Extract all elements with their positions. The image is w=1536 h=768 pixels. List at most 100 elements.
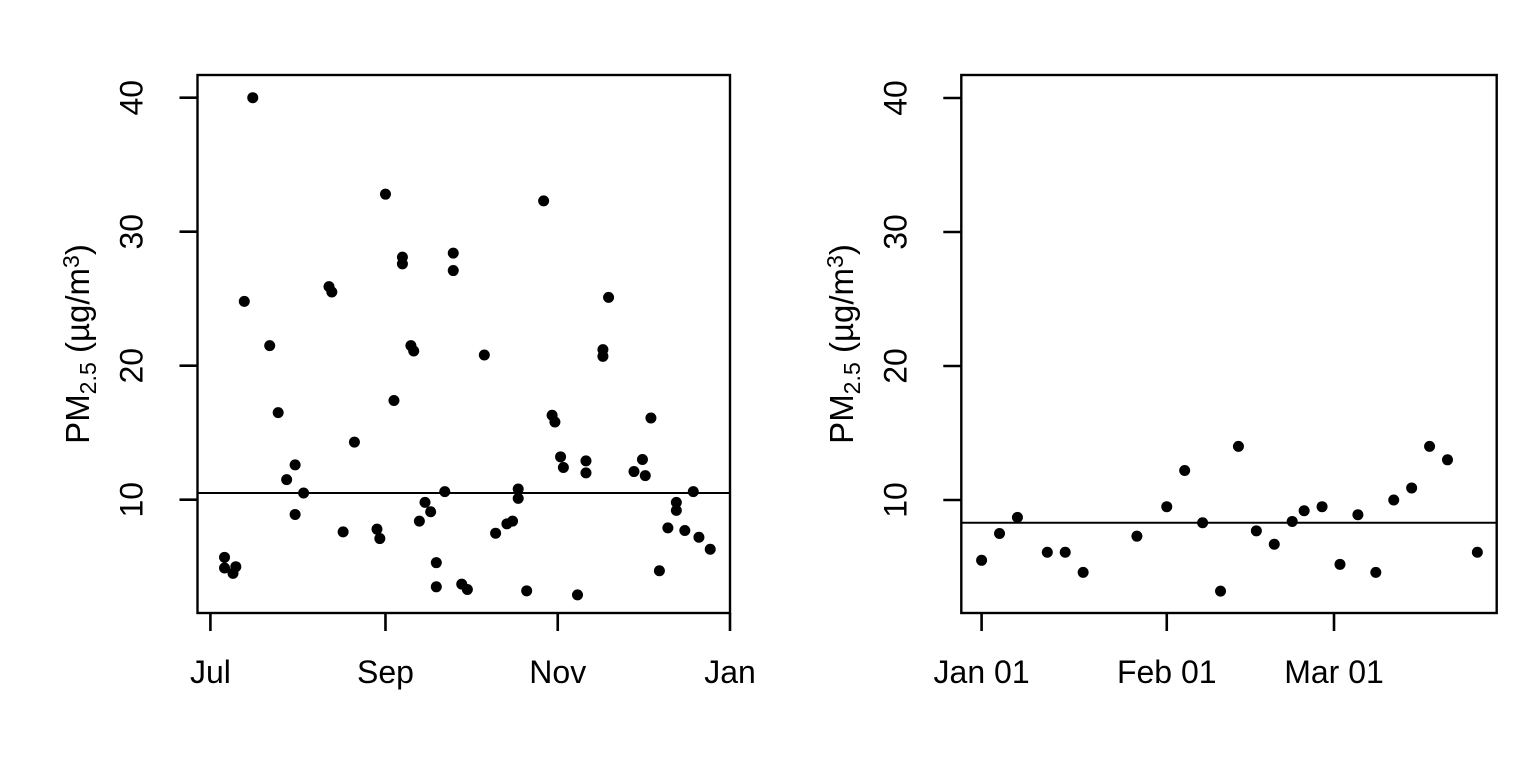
data-point <box>704 543 716 555</box>
data-point <box>289 508 301 520</box>
data-point <box>538 195 550 207</box>
data-point <box>555 451 567 463</box>
x-tick-label: Mar 01 <box>1284 654 1384 690</box>
data-point <box>490 527 502 539</box>
data-point <box>639 470 651 482</box>
data-point <box>994 528 1006 539</box>
left-plot-box <box>196 73 732 615</box>
data-point <box>413 515 425 527</box>
y-tick-label: 40 <box>877 80 913 116</box>
y-tick-label: 10 <box>114 482 150 518</box>
data-point <box>408 345 420 357</box>
data-point <box>512 492 524 504</box>
data-point <box>1298 505 1310 517</box>
data-point <box>597 350 609 362</box>
data-point <box>439 486 451 498</box>
data-point <box>1215 585 1227 597</box>
data-point <box>374 533 386 545</box>
x-tick-label: Sep <box>357 654 414 690</box>
data-point <box>1316 501 1328 513</box>
data-point <box>580 455 592 467</box>
data-point <box>419 496 431 508</box>
data-point <box>1406 482 1418 494</box>
data-point <box>572 589 584 601</box>
data-point <box>447 247 459 259</box>
data-point <box>549 416 561 428</box>
x-tick-label: Jan 01 <box>934 654 1030 690</box>
y-tick-label: 30 <box>114 214 150 250</box>
data-point <box>281 474 293 486</box>
data-point <box>430 557 442 569</box>
data-point <box>1059 546 1071 558</box>
data-point <box>687 486 699 498</box>
data-point <box>976 554 988 566</box>
data-point <box>461 583 473 595</box>
data-point <box>230 561 242 573</box>
y-label-superscript: 3 <box>821 255 848 269</box>
data-point <box>396 258 408 270</box>
data-point <box>662 522 674 534</box>
data-point <box>447 265 459 277</box>
data-point <box>430 581 442 593</box>
data-point <box>1441 454 1453 466</box>
data-point <box>670 496 682 508</box>
data-point <box>1077 566 1089 578</box>
y-tick-label: 10 <box>877 482 913 518</box>
data-point <box>557 462 569 474</box>
data-point <box>478 349 490 361</box>
right-y-axis-label: PM2.5 (µg/m3) <box>822 244 866 444</box>
y-label-close-paren: ) <box>59 244 97 256</box>
right-plot-box <box>960 73 1498 615</box>
data-point <box>219 551 231 563</box>
data-point <box>264 340 276 352</box>
y-label-subscript: 2.5 <box>75 362 102 395</box>
y-label-base: PM <box>59 394 97 444</box>
data-point <box>1131 530 1143 542</box>
data-point <box>1011 511 1023 523</box>
data-point <box>1424 440 1436 452</box>
data-point <box>1388 494 1400 506</box>
data-point <box>219 562 231 574</box>
data-point <box>371 523 383 535</box>
y-label-units: (µg/m <box>823 268 861 363</box>
data-point <box>1041 546 1053 558</box>
data-point <box>425 506 437 518</box>
data-point <box>512 483 524 495</box>
data-point <box>507 515 519 527</box>
y-label-subscript: 2.5 <box>839 362 866 395</box>
x-tick-label: Nov <box>529 654 586 690</box>
data-point <box>379 188 391 200</box>
data-point <box>1232 440 1244 452</box>
data-point <box>348 436 360 448</box>
data-point <box>645 412 657 424</box>
data-point <box>636 454 648 465</box>
data-point <box>289 459 301 471</box>
y-tick-label: 20 <box>877 348 913 384</box>
data-point <box>1197 517 1209 529</box>
data-point <box>1286 515 1298 527</box>
data-point <box>238 295 250 307</box>
y-tick-label: 20 <box>114 348 150 384</box>
data-point <box>1334 558 1346 570</box>
y-tick-label: 40 <box>114 80 150 116</box>
data-point <box>1370 566 1382 578</box>
x-tick-label: Feb 01 <box>1117 654 1217 690</box>
y-label-superscript: 3 <box>57 255 84 269</box>
y-tick-label: 30 <box>877 214 913 250</box>
data-point <box>1250 525 1262 537</box>
data-point <box>1268 538 1280 550</box>
data-point <box>628 466 640 478</box>
data-point <box>653 565 665 577</box>
data-point <box>326 286 338 298</box>
data-point <box>272 407 284 419</box>
data-point <box>603 291 615 303</box>
data-point <box>679 525 691 537</box>
y-label-units: (µg/m <box>59 268 97 363</box>
data-point <box>247 92 259 104</box>
data-point <box>670 504 682 516</box>
y-label-close-paren: ) <box>823 244 861 256</box>
data-point <box>580 467 592 479</box>
data-point <box>298 487 310 499</box>
